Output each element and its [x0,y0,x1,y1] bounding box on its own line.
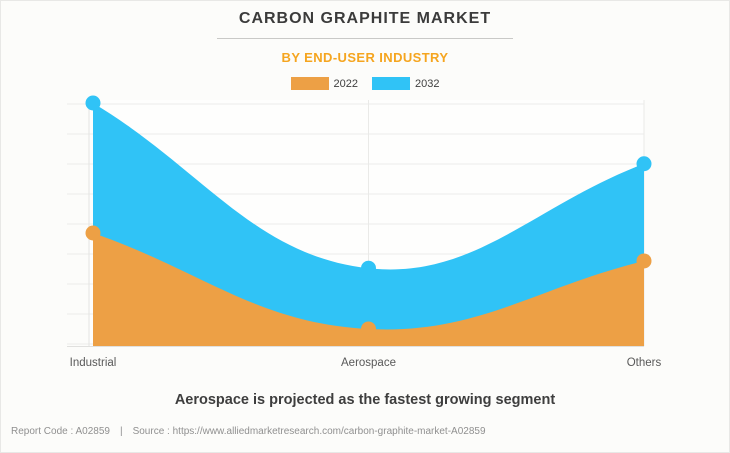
legend-label-2032: 2032 [415,77,440,90]
chart-note: Aerospace is projected as the fastest gr… [174,392,556,408]
footer: Report Code : A02859 | Source : https://… [11,426,486,437]
legend: 2022 2032 [1,77,729,90]
x-axis-label-industrial: Industrial [70,357,117,369]
report-code: Report Code : A02859 [11,426,110,437]
legend-label-2022: 2022 [333,77,358,90]
legend-swatch-2022-icon [290,77,329,90]
legend-swatch-2032-icon [372,77,410,90]
legend-item-2032[interactable]: 2032 [372,77,439,90]
x-axis-label-others: Others [627,357,662,369]
source-link[interactable]: Source : https://www.alliedmarketresearc… [132,426,486,437]
chart-title: CARBON GRAPHITE MARKET [238,10,492,27]
footer-separator: | [119,426,123,437]
legend-item-2022[interactable]: 2022 [290,77,358,90]
chart-subtitle: BY END-USER INDUSTRY [281,50,449,65]
title-divider [217,38,513,39]
x-axis-label-aerospace: Aerospace [341,357,396,369]
